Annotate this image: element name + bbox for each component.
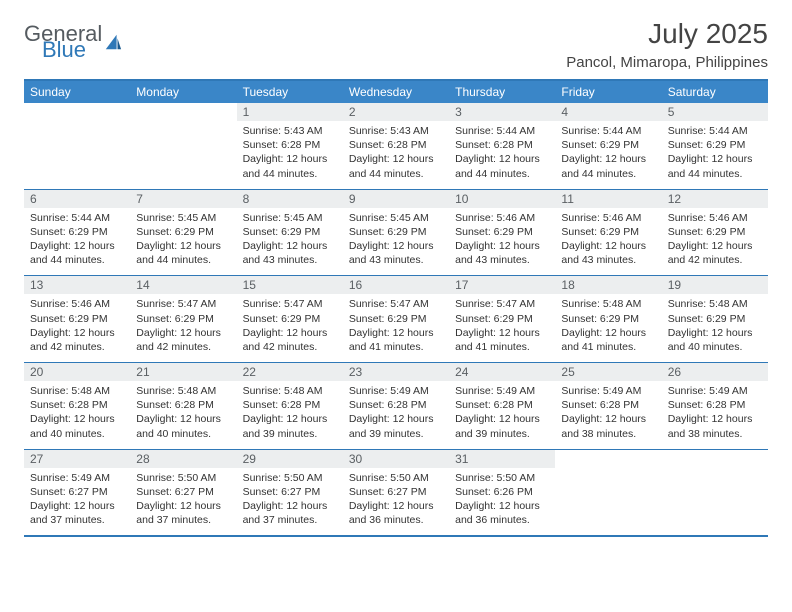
day-number-cell: 13	[24, 276, 130, 295]
day-detail-cell	[555, 468, 661, 537]
day-detail-cell: Sunrise: 5:49 AMSunset: 6:28 PMDaylight:…	[343, 381, 449, 449]
day-detail-cell	[24, 121, 130, 189]
day-number-cell: 12	[662, 189, 768, 208]
day-detail-cell: Sunrise: 5:48 AMSunset: 6:29 PMDaylight:…	[555, 294, 661, 362]
weekday-header: Wednesday	[343, 80, 449, 103]
title-block: July 2025 Pancol, Mimaropa, Philippines	[566, 18, 768, 71]
day-detail-cell: Sunrise: 5:44 AMSunset: 6:28 PMDaylight:…	[449, 121, 555, 189]
weekday-header-row: SundayMondayTuesdayWednesdayThursdayFrid…	[24, 80, 768, 103]
day-detail-row: Sunrise: 5:43 AMSunset: 6:28 PMDaylight:…	[24, 121, 768, 189]
day-number-cell: 1	[237, 103, 343, 121]
day-number-cell: 3	[449, 103, 555, 121]
day-detail-cell: Sunrise: 5:49 AMSunset: 6:28 PMDaylight:…	[449, 381, 555, 449]
day-number-cell: 31	[449, 449, 555, 468]
day-number-cell: 26	[662, 363, 768, 382]
day-number-cell: 16	[343, 276, 449, 295]
day-number-row: 12345	[24, 103, 768, 121]
day-number-cell: 17	[449, 276, 555, 295]
day-detail-cell: Sunrise: 5:48 AMSunset: 6:28 PMDaylight:…	[130, 381, 236, 449]
header: General Blue July 2025 Pancol, Mimaropa,…	[24, 18, 768, 71]
day-number-cell	[555, 449, 661, 468]
day-number-cell: 27	[24, 449, 130, 468]
weekday-header: Monday	[130, 80, 236, 103]
day-number-cell: 25	[555, 363, 661, 382]
brand-text-blue: Blue	[42, 40, 102, 60]
day-number-cell: 4	[555, 103, 661, 121]
day-detail-cell	[130, 121, 236, 189]
day-number-cell: 23	[343, 363, 449, 382]
day-number-cell: 8	[237, 189, 343, 208]
sail-icon	[104, 33, 122, 51]
day-detail-cell: Sunrise: 5:47 AMSunset: 6:29 PMDaylight:…	[449, 294, 555, 362]
day-number-cell: 15	[237, 276, 343, 295]
day-detail-row: Sunrise: 5:44 AMSunset: 6:29 PMDaylight:…	[24, 208, 768, 276]
day-number-cell	[662, 449, 768, 468]
day-detail-cell: Sunrise: 5:48 AMSunset: 6:28 PMDaylight:…	[237, 381, 343, 449]
day-detail-cell: Sunrise: 5:46 AMSunset: 6:29 PMDaylight:…	[24, 294, 130, 362]
day-number-row: 13141516171819	[24, 276, 768, 295]
day-number-cell: 9	[343, 189, 449, 208]
day-number-cell: 2	[343, 103, 449, 121]
day-detail-cell: Sunrise: 5:47 AMSunset: 6:29 PMDaylight:…	[237, 294, 343, 362]
day-detail-cell: Sunrise: 5:48 AMSunset: 6:28 PMDaylight:…	[24, 381, 130, 449]
day-detail-cell: Sunrise: 5:47 AMSunset: 6:29 PMDaylight:…	[343, 294, 449, 362]
day-number-row: 20212223242526	[24, 363, 768, 382]
day-number-cell: 7	[130, 189, 236, 208]
day-detail-cell: Sunrise: 5:48 AMSunset: 6:29 PMDaylight:…	[662, 294, 768, 362]
day-number-cell: 22	[237, 363, 343, 382]
day-detail-row: Sunrise: 5:46 AMSunset: 6:29 PMDaylight:…	[24, 294, 768, 362]
weekday-header: Tuesday	[237, 80, 343, 103]
day-detail-cell: Sunrise: 5:44 AMSunset: 6:29 PMDaylight:…	[555, 121, 661, 189]
day-detail-cell: Sunrise: 5:49 AMSunset: 6:28 PMDaylight:…	[555, 381, 661, 449]
location-text: Pancol, Mimaropa, Philippines	[566, 54, 768, 71]
day-number-row: 6789101112	[24, 189, 768, 208]
day-detail-row: Sunrise: 5:48 AMSunset: 6:28 PMDaylight:…	[24, 381, 768, 449]
day-detail-cell: Sunrise: 5:50 AMSunset: 6:27 PMDaylight:…	[237, 468, 343, 537]
day-number-cell: 11	[555, 189, 661, 208]
day-number-cell: 28	[130, 449, 236, 468]
day-detail-cell: Sunrise: 5:43 AMSunset: 6:28 PMDaylight:…	[237, 121, 343, 189]
month-title: July 2025	[566, 18, 768, 50]
day-detail-cell: Sunrise: 5:50 AMSunset: 6:26 PMDaylight:…	[449, 468, 555, 537]
day-detail-cell: Sunrise: 5:49 AMSunset: 6:28 PMDaylight:…	[662, 381, 768, 449]
day-number-cell: 24	[449, 363, 555, 382]
day-number-cell: 20	[24, 363, 130, 382]
day-number-cell: 5	[662, 103, 768, 121]
weekday-header: Thursday	[449, 80, 555, 103]
day-number-cell: 14	[130, 276, 236, 295]
day-detail-cell: Sunrise: 5:46 AMSunset: 6:29 PMDaylight:…	[662, 208, 768, 276]
day-number-cell: 21	[130, 363, 236, 382]
day-detail-cell: Sunrise: 5:43 AMSunset: 6:28 PMDaylight:…	[343, 121, 449, 189]
day-detail-cell: Sunrise: 5:45 AMSunset: 6:29 PMDaylight:…	[343, 208, 449, 276]
day-number-cell: 18	[555, 276, 661, 295]
day-detail-cell: Sunrise: 5:50 AMSunset: 6:27 PMDaylight:…	[130, 468, 236, 537]
weekday-header: Friday	[555, 80, 661, 103]
day-number-row: 2728293031	[24, 449, 768, 468]
day-number-cell	[24, 103, 130, 121]
calendar-table: SundayMondayTuesdayWednesdayThursdayFrid…	[24, 79, 768, 537]
day-number-cell	[130, 103, 236, 121]
day-number-cell: 30	[343, 449, 449, 468]
day-detail-cell: Sunrise: 5:50 AMSunset: 6:27 PMDaylight:…	[343, 468, 449, 537]
day-detail-cell: Sunrise: 5:44 AMSunset: 6:29 PMDaylight:…	[662, 121, 768, 189]
day-number-cell: 10	[449, 189, 555, 208]
day-detail-cell	[662, 468, 768, 537]
day-detail-cell: Sunrise: 5:49 AMSunset: 6:27 PMDaylight:…	[24, 468, 130, 537]
day-number-cell: 6	[24, 189, 130, 208]
day-detail-cell: Sunrise: 5:46 AMSunset: 6:29 PMDaylight:…	[449, 208, 555, 276]
day-detail-cell: Sunrise: 5:44 AMSunset: 6:29 PMDaylight:…	[24, 208, 130, 276]
day-detail-row: Sunrise: 5:49 AMSunset: 6:27 PMDaylight:…	[24, 468, 768, 537]
day-detail-cell: Sunrise: 5:47 AMSunset: 6:29 PMDaylight:…	[130, 294, 236, 362]
day-number-cell: 19	[662, 276, 768, 295]
day-detail-cell: Sunrise: 5:45 AMSunset: 6:29 PMDaylight:…	[237, 208, 343, 276]
day-detail-cell: Sunrise: 5:46 AMSunset: 6:29 PMDaylight:…	[555, 208, 661, 276]
brand-logo: General Blue	[24, 24, 122, 60]
day-number-cell: 29	[237, 449, 343, 468]
weekday-header: Saturday	[662, 80, 768, 103]
weekday-header: Sunday	[24, 80, 130, 103]
day-detail-cell: Sunrise: 5:45 AMSunset: 6:29 PMDaylight:…	[130, 208, 236, 276]
